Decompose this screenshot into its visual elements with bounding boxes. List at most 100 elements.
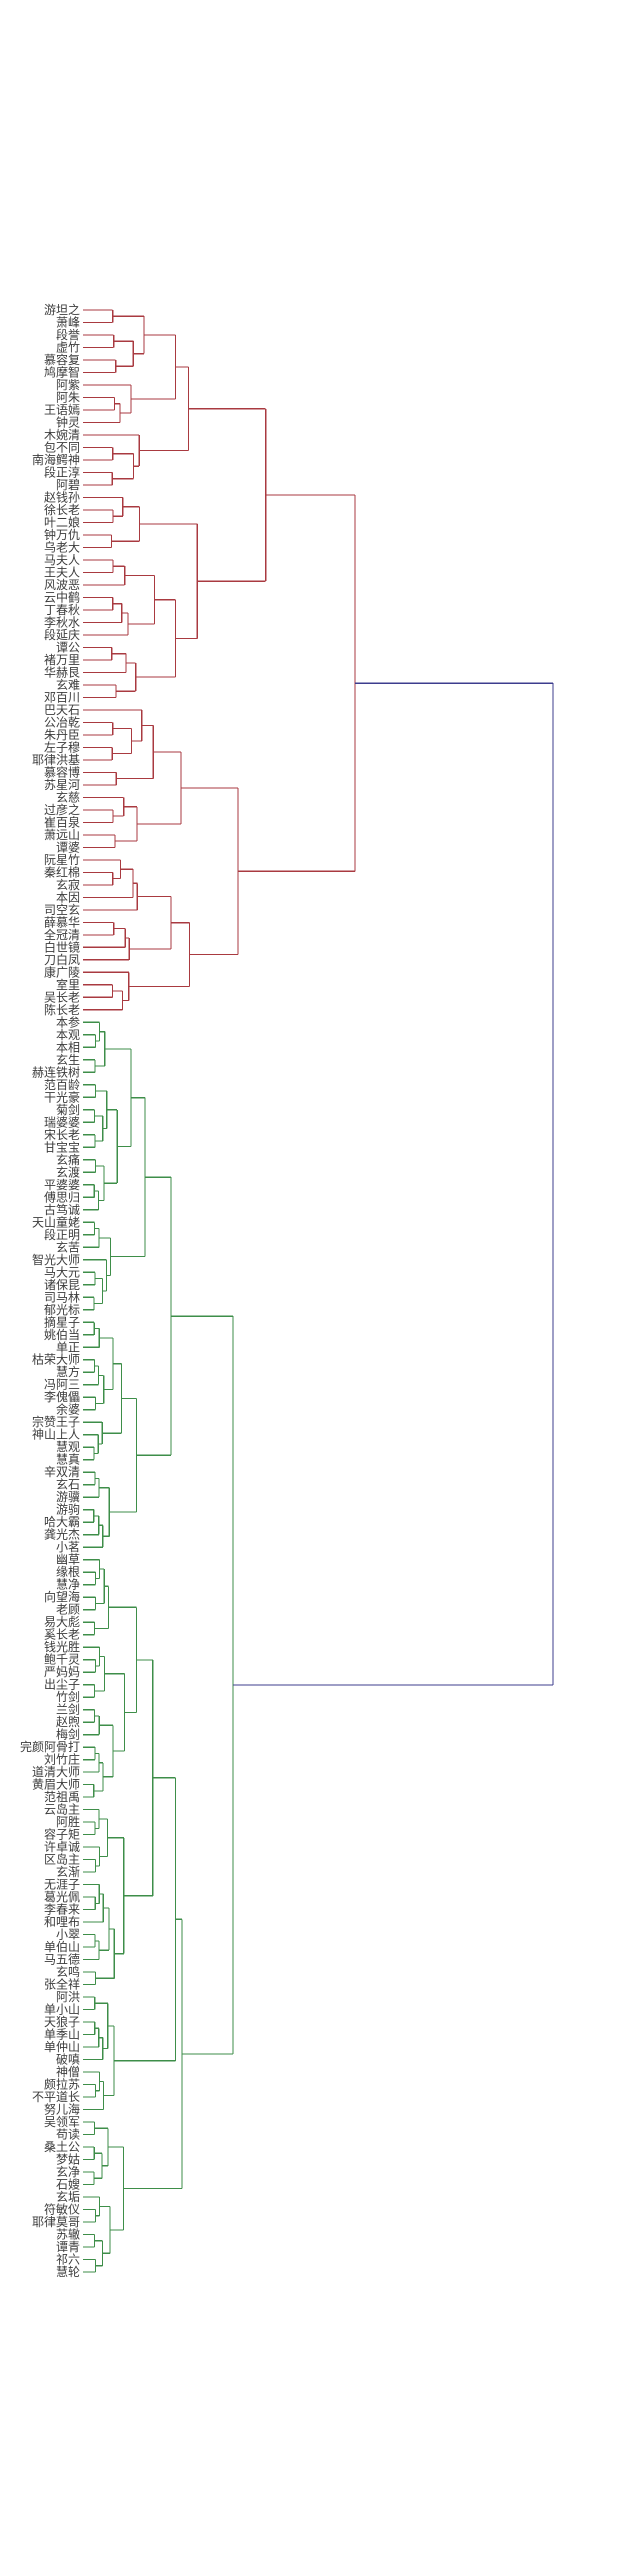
leaf-label: 单伯山	[44, 1939, 80, 1954]
leaf-label: 郁光标	[44, 1302, 80, 1317]
leaf-label: 慕容复	[44, 352, 80, 367]
leaf-label: 完颜阿骨打	[20, 1739, 80, 1754]
leaf-label: 慧净	[56, 1577, 80, 1592]
leaf-label: 梅剑	[56, 1727, 80, 1742]
leaf-label: 李秋水	[44, 614, 80, 629]
leaf-label: 幽草	[56, 1553, 80, 1567]
leaf-label: 慧方	[56, 1364, 80, 1379]
leaf-label: 华赫艮	[44, 665, 80, 679]
leaf-label: 玄难	[56, 677, 80, 692]
leaf-label: 秦红棉	[44, 864, 80, 879]
leaf-label: 司空玄	[44, 902, 80, 917]
leaf-label: 巴天石	[44, 703, 80, 717]
leaf-label: 鸠摩智	[44, 364, 80, 379]
leaf-label: 枯荣大师	[32, 1352, 80, 1367]
leaf-label: 丁春秋	[44, 603, 80, 617]
leaf-label: 玄慈	[56, 789, 80, 804]
leaf-label: 马五德	[44, 1952, 80, 1967]
leaf-label: 玄鸣	[56, 1964, 80, 1979]
leaf-label: 玄渡	[56, 1164, 80, 1179]
leaf-label: 段正淳	[44, 464, 80, 479]
leaf-label: 游驹	[56, 1502, 80, 1517]
leaf-label: 包不同	[44, 440, 80, 454]
leaf-label: 叶二娘	[44, 514, 80, 529]
leaf-label: 单正	[56, 1340, 80, 1354]
leaf-label: 室里	[56, 977, 80, 992]
leaf-label: 黄眉大师	[32, 1778, 80, 1792]
leaf-label: 小茗	[56, 1540, 80, 1554]
leaf-label: 颇拉苏	[44, 2077, 80, 2092]
leaf-label: 易大彪	[44, 1615, 80, 1629]
leaf-label: 辛双清	[44, 1465, 80, 1479]
leaf-label: 姚伯当	[44, 1327, 80, 1342]
leaf-label: 耶律莫哥	[32, 2215, 80, 2229]
leaf-label: 和哩布	[44, 1915, 80, 1929]
leaf-label: 玄苦	[56, 1239, 80, 1254]
leaf-label: 钟万仇	[44, 527, 80, 542]
leaf-label: 阿紫	[56, 378, 80, 392]
leaf-label: 邓百川	[44, 690, 80, 704]
leaf-label: 容子矩	[44, 1827, 80, 1842]
leaf-label: 赫连铁树	[32, 1064, 80, 1079]
leaf-label: 阮星竹	[44, 853, 80, 867]
leaf-label: 努儿海	[44, 2102, 80, 2117]
leaf-label: 马夫人	[44, 553, 80, 567]
leaf-label: 傅思归	[44, 1190, 80, 1204]
leaf-label: 干光豪	[44, 1089, 80, 1104]
leaf-label: 段正明	[44, 1227, 80, 1242]
leaf-label: 许卓诚	[44, 1840, 80, 1854]
leaf-label: 玄痛	[56, 1152, 80, 1167]
leaf-label: 公冶乾	[44, 715, 80, 729]
leaf-label: 梦姑	[56, 2153, 80, 2167]
leaf-label: 甘宝宝	[44, 1140, 80, 1154]
leaf-label: 小翠	[56, 1928, 80, 1942]
leaf-label: 赵煦	[56, 1715, 80, 1729]
leaf-label: 冯阿三	[44, 1378, 80, 1392]
leaf-label: 玄渐	[56, 1864, 80, 1879]
leaf-label: 竹剑	[56, 1689, 80, 1704]
leaf-label: 玄生	[56, 1052, 80, 1067]
leaf-label: 吴领军	[44, 2115, 80, 2129]
leaf-label: 区岛主	[44, 1852, 80, 1867]
leaf-label: 慧观	[56, 1439, 80, 1454]
leaf-label: 王语嫣	[44, 403, 80, 417]
leaf-label: 阿碧	[56, 478, 80, 492]
leaf-label: 奚长老	[44, 1628, 80, 1642]
leaf-label: 马大元	[44, 1265, 80, 1279]
leaf-label: 本参	[56, 1014, 80, 1029]
leaf-label: 游坦之	[44, 303, 80, 317]
leaf-label: 平婆婆	[44, 1178, 80, 1192]
leaf-label: 赵钱孙	[44, 489, 80, 504]
leaf-label: 单季山	[44, 2028, 80, 2042]
leaf-label: 摘星子	[44, 1314, 80, 1329]
leaf-label: 菊剑	[56, 1102, 80, 1117]
leaf-label: 慕容博	[44, 764, 80, 779]
leaf-label: 天狼子	[44, 2014, 80, 2029]
leaf-label: 宋长老	[44, 1127, 80, 1142]
leaf-label: 段誉	[56, 327, 80, 342]
leaf-label: 过彦之	[44, 802, 80, 817]
leaf-label: 陈长老	[44, 1002, 80, 1017]
leaf-label: 刀白凤	[44, 952, 80, 967]
leaf-label: 慧轮	[56, 2264, 80, 2279]
leaf-label: 余婆	[56, 1402, 80, 1417]
leaf-label: 严妈妈	[44, 1665, 80, 1679]
leaf-label: 符敏仪	[44, 2202, 80, 2217]
leaf-label: 游骥	[56, 1490, 80, 1504]
leaf-label: 不平道长	[32, 2090, 80, 2104]
leaf-label: 范祖禹	[44, 1789, 80, 1804]
leaf-label: 朱丹臣	[44, 728, 80, 742]
leaf-label: 阿朱	[56, 390, 80, 404]
leaf-label: 哈大霸	[44, 1515, 80, 1529]
leaf-label: 诸保昆	[44, 1278, 80, 1292]
leaf-label: 本相	[56, 1040, 80, 1054]
leaf-label: 风波恶	[44, 578, 80, 592]
leaf-label: 谭青	[56, 2240, 80, 2254]
leaf-label: 苏星河	[44, 778, 80, 792]
leaf-label: 单小山	[44, 2003, 80, 2017]
leaf-label: 苏辙	[56, 2228, 80, 2242]
leaf-label: 玄寂	[56, 877, 80, 892]
leaf-label: 阿洪	[56, 1990, 80, 2004]
leaf-label: 桑土公	[44, 2140, 80, 2154]
